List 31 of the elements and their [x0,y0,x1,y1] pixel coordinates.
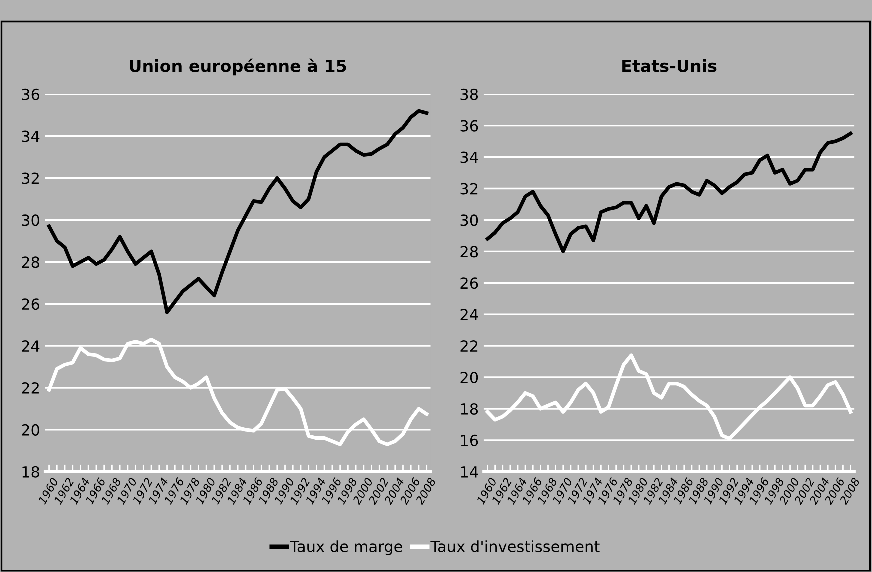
chart-title: Etats-Unis [622,59,717,72]
y-tick-label: 30 [460,214,478,226]
y-tick-label: 20 [460,372,478,384]
line-series [47,338,429,446]
y-tick-label: 20 [22,424,40,436]
y-tick-label: 22 [460,340,478,352]
chart-title: Union européenne à 15 [130,58,346,76]
y-tick-label: 32 [460,183,478,195]
legend-label: Taux d'investissement [430,540,600,552]
y-tick-label: 18 [461,403,478,415]
y-tick-label: 38 [460,88,478,100]
y-tick-label: 26 [22,298,40,310]
y-tick-label: 36 [460,120,478,132]
y-tick-label: 34 [460,152,478,164]
y-tick-label: 26 [460,278,478,290]
legend-label: Taux de marge [290,540,402,556]
y-tick-label: 30 [22,214,40,226]
y-tick-label: 24 [460,309,478,320]
y-tick-label: 24 [22,340,40,352]
y-tick-label: 28 [22,256,40,268]
y-tick-label: 28 [460,246,478,258]
y-tick-label: 32 [22,172,39,184]
line-series [486,132,853,254]
line-series [47,109,429,314]
y-tick-label: 34 [22,130,40,142]
y-tick-label: 16 [461,434,478,446]
line-series [486,354,853,441]
y-tick-label: 14 [461,466,478,478]
y-tick-label: 22 [22,382,39,394]
y-tick-label: 18 [22,466,40,478]
y-tick-label: 36 [22,88,40,100]
